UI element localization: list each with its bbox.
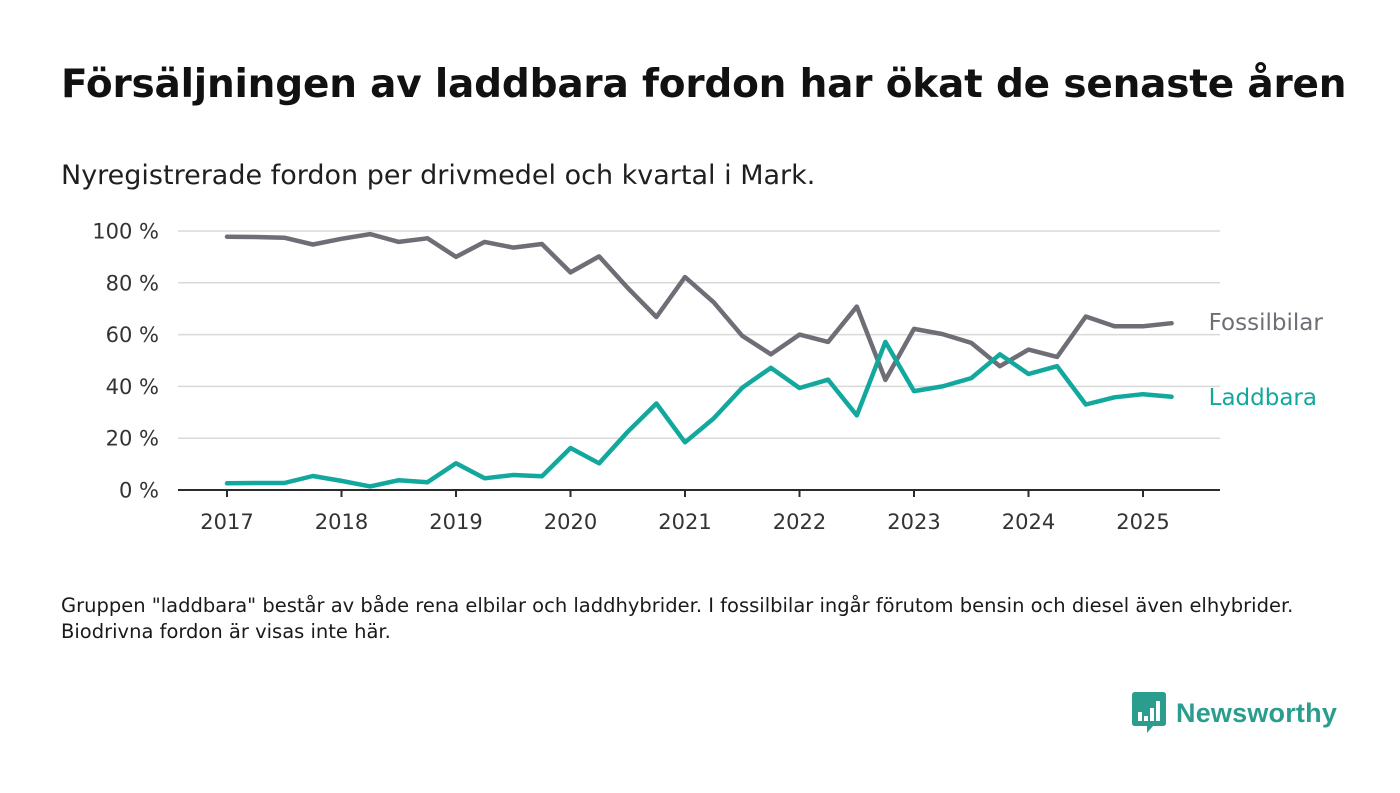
- y-tick-label: 100 %: [92, 220, 159, 244]
- x-tick-label: 2022: [773, 510, 826, 534]
- series-label-laddbara: Laddbara: [1209, 385, 1317, 411]
- y-tick-label: 0 %: [119, 479, 159, 503]
- y-tick-label: 60 %: [106, 323, 159, 347]
- axes: 0 % 20 % 40 % 60 % 80 % 100 % 2017 2018 2019 2020…: [92, 220, 1220, 534]
- x-tick-label: 2024: [1002, 510, 1055, 534]
- line-chart: 0 % 20 % 40 % 60 % 80 % 100 % 2017 2018 2019 2020…: [92, 220, 1324, 535]
- series-labels: Fossilbilar Laddbara: [1209, 310, 1324, 411]
- newsworthy-logo: Newsworthy: [1132, 690, 1337, 736]
- series-lines: [224, 231, 1174, 489]
- x-tick-label: 2018: [315, 510, 368, 534]
- y-tick-label: 20 %: [106, 427, 159, 451]
- series-line-laddbara: [224, 339, 1174, 489]
- x-tick-label: 2025: [1116, 510, 1169, 534]
- series-label-fossilbilar: Fossilbilar: [1209, 310, 1324, 336]
- x-tick-label: 2021: [658, 510, 711, 534]
- chart-subtitle: Nyregistrerade fordon per drivmedel och …: [61, 160, 816, 191]
- y-tick-label: 40 %: [106, 375, 159, 399]
- gridlines: [178, 230, 1220, 439]
- footnote: Gruppen "laddbara" består av både rena e…: [61, 594, 1294, 643]
- x-tick-label: 2019: [429, 510, 482, 534]
- x-tick-label: 2017: [200, 510, 253, 534]
- x-tick-label: 2023: [887, 510, 940, 534]
- brand-name: Newsworthy: [1176, 697, 1338, 728]
- bar-chart-speech-bubble-icon: [1132, 692, 1166, 733]
- chart-title: Försäljningen av laddbara fordon har öka…: [61, 62, 1347, 107]
- series-line-fossilbilar: [224, 231, 1174, 383]
- x-tick-label: 2020: [544, 510, 597, 534]
- y-tick-label: 80 %: [106, 271, 159, 295]
